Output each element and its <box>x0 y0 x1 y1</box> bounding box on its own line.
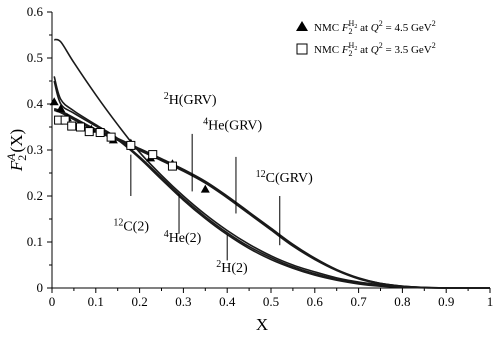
data-points <box>49 97 210 193</box>
square-point <box>167 161 177 171</box>
square-point <box>67 121 77 131</box>
annotation-label-c12: 12C(2) <box>113 217 149 235</box>
legend-square-marker <box>296 43 308 55</box>
x-tick-label: 0.1 <box>88 294 104 309</box>
triangle-point <box>200 184 210 193</box>
x-tick-label: 0.9 <box>438 294 454 309</box>
model-curves <box>53 38 490 289</box>
model-curve-4 <box>53 107 490 289</box>
y-axis-label: F2A(X) <box>4 129 29 172</box>
y-tick-label: 0.1 <box>27 234 43 249</box>
x-tick-label: 0.4 <box>219 294 236 309</box>
annotation-label-c12grv: 12C(GRV) <box>256 169 313 187</box>
model-curve-5 <box>53 108 490 289</box>
annotation-label-he4grv: 4He(GRV) <box>203 116 262 134</box>
x-tick-label: 0.8 <box>394 294 410 309</box>
model-curve-6 <box>53 109 490 289</box>
y-tick-label: 0.4 <box>27 96 44 111</box>
x-tick-label: 0.6 <box>307 294 324 309</box>
legend-entry-1: NMC F2H2 at Q2 = 4.5 GeV2 <box>314 19 436 36</box>
annotations: 2H(GRV) 4He(GRV) 12C(GRV) 12C(2) 4He(2) 2H(2) <box>113 91 313 276</box>
square-point <box>75 122 85 132</box>
annotation-label-h2: 2H(2) <box>216 258 248 276</box>
y-tick-label: 0 <box>37 280 44 295</box>
y-tick-label: 0.2 <box>27 188 43 203</box>
legend: NMC F2H2 at Q2 = 4.5 GeV2 NMC F2H2 at Q2 … <box>296 19 436 58</box>
annotation-label-he4: 4He(2) <box>164 229 202 247</box>
square-point <box>106 132 116 142</box>
legend-entry-2: NMC F2H2 at Q2 = 3.5 GeV2 <box>314 41 436 58</box>
y-tick-label: 0.5 <box>27 50 43 65</box>
x-tick-label: 1 <box>487 294 494 309</box>
axes: 0 0.1 0.2 0.3 0.4 0.5 0.6 0.7 0.8 0.9 1 0 0.1 0.2 0.3 0… <box>27 4 494 309</box>
square-point <box>126 140 136 150</box>
y-tick-label: 0.3 <box>27 142 43 157</box>
triangle-point <box>49 97 59 106</box>
x-tick-label: 0.2 <box>131 294 147 309</box>
y-tick-label: 0.6 <box>27 4 44 19</box>
square-point <box>148 150 158 160</box>
model-curve-1 <box>53 38 490 289</box>
x-tick-label: 0.7 <box>350 294 367 309</box>
square-point <box>60 115 70 125</box>
legend-triangle-marker <box>296 21 308 31</box>
x-tick-label: 0.3 <box>175 294 191 309</box>
square-point <box>95 128 105 138</box>
annotation-label-h2grv: 2H(GRV) <box>164 91 217 109</box>
triangle-point <box>56 104 66 113</box>
x-tick-label: 0 <box>49 294 56 309</box>
x-tick-label: 0.5 <box>263 294 279 309</box>
square-point <box>84 127 94 137</box>
x-axis-label: X <box>256 315 268 334</box>
